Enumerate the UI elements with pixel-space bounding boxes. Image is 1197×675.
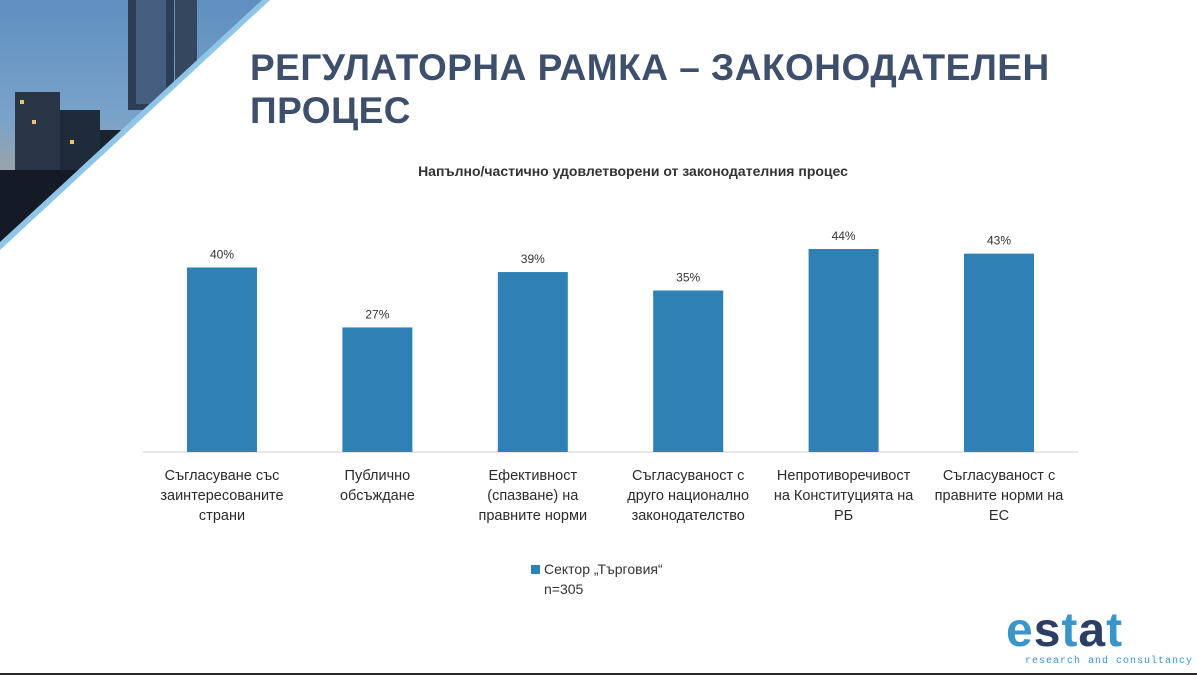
bar-1 [187,267,257,452]
bar-5 [808,249,879,452]
data-label-4: 35% [676,271,700,285]
category-label-1: Съгласуване със заинтересованите страни [160,468,283,524]
bar-2 [342,327,413,452]
legend-swatch [531,565,540,574]
bar-6 [964,253,1034,452]
category-label-5: Непротиворечивост на Конституцията на РБ [774,468,914,524]
bar-4 [653,290,724,452]
category-label-4: Съгласуваност с друго национално законодат… [627,468,749,524]
data-label-5: 44% [832,229,856,243]
page-title: РЕГУЛАТОРНА РАМКА – ЗАКОНОДАТЕЛЕН ПРОЦЕС [250,47,1050,131]
legend-sample-size: n=305 [544,581,584,597]
estat-logo: estat [1006,604,1124,657]
bar-3 [497,272,568,452]
chart-title: Напълно/частично удовлетворени от законо… [418,163,848,179]
category-label-2: Публично обсъждане [340,468,415,504]
bottom-rule [0,673,1197,675]
data-label-6: 43% [987,234,1011,248]
logo-tagline: research and consultancy [1025,656,1194,667]
data-label-1: 40% [210,247,234,261]
data-label-3: 39% [521,252,545,266]
category-label-3: Ефективност (спазване) на правните норми [479,468,588,524]
category-label-6: Съгласуваност с правните норми на ЕС [935,468,1065,524]
corner-city-photo [0,0,270,250]
data-label-2: 27% [365,307,389,321]
legend-series-label: Сектор „Търговия“ [544,561,663,577]
